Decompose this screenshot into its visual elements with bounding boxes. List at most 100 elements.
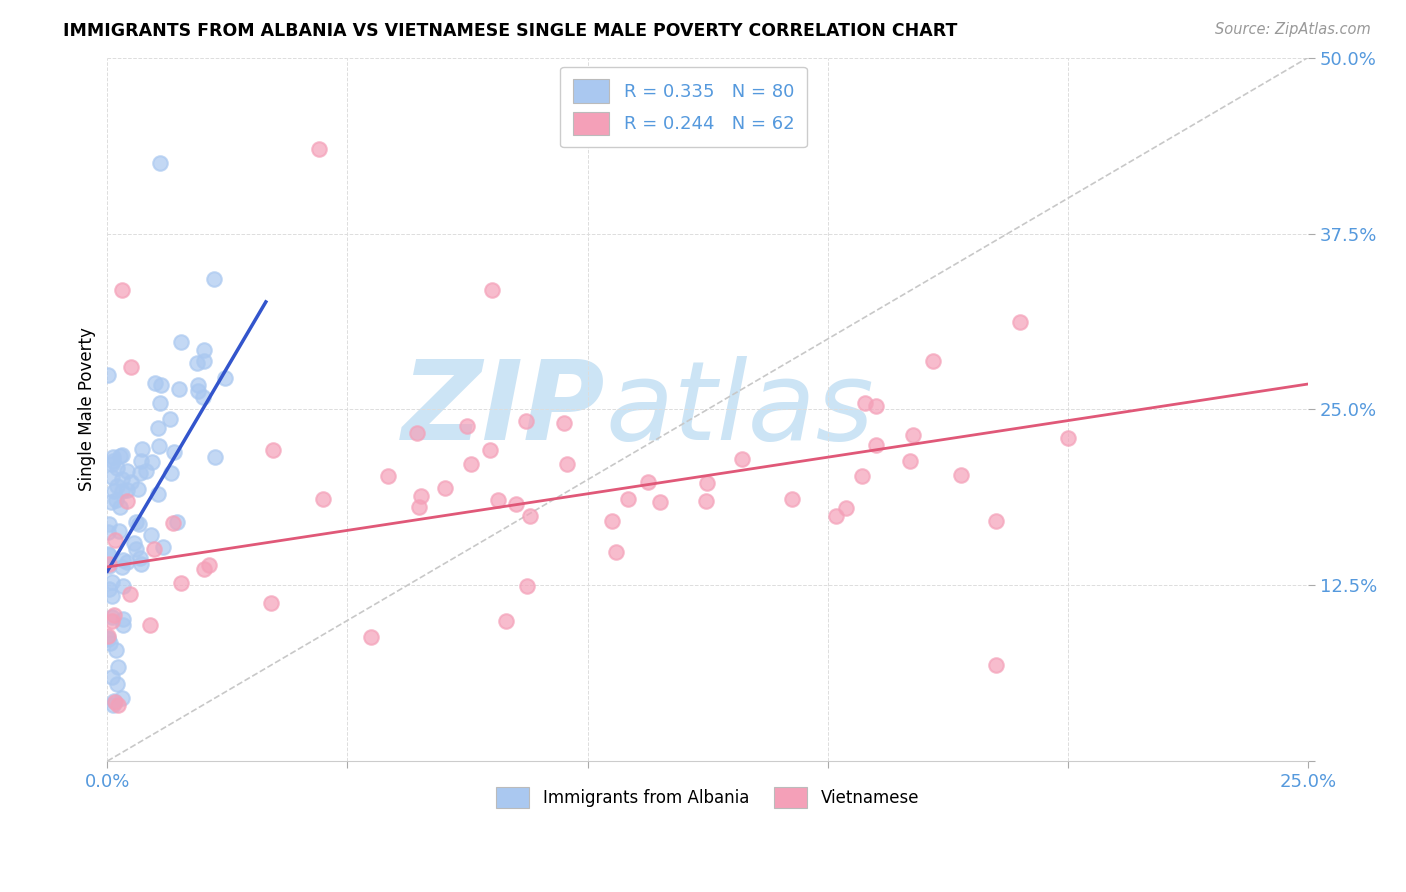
Point bbox=[101, 450, 124, 464]
Point bbox=[146, 421, 169, 435]
Point bbox=[163, 445, 186, 459]
Point bbox=[98, 635, 121, 649]
Point bbox=[150, 377, 173, 392]
Point bbox=[101, 457, 124, 471]
Text: Source: ZipAtlas.com: Source: ZipAtlas.com bbox=[1215, 22, 1371, 37]
Point bbox=[128, 517, 150, 532]
Point bbox=[97, 525, 120, 540]
Legend: Immigrants from Albania, Vietnamese: Immigrants from Albania, Vietnamese bbox=[488, 779, 928, 816]
Point bbox=[105, 479, 128, 493]
Point bbox=[142, 542, 165, 557]
Point bbox=[409, 489, 432, 503]
Point bbox=[111, 611, 134, 625]
Point bbox=[901, 428, 924, 442]
Point bbox=[97, 629, 120, 643]
Point bbox=[115, 555, 138, 569]
Point bbox=[111, 579, 134, 593]
Point bbox=[408, 500, 430, 514]
Point bbox=[98, 549, 121, 563]
Point bbox=[111, 483, 134, 498]
Point bbox=[486, 493, 509, 508]
Point bbox=[112, 618, 135, 632]
Point bbox=[169, 575, 191, 590]
Point bbox=[600, 514, 623, 528]
Point bbox=[149, 396, 172, 410]
Point bbox=[97, 631, 120, 645]
Point bbox=[103, 694, 125, 708]
Point bbox=[108, 524, 131, 538]
Point bbox=[107, 698, 129, 712]
Point bbox=[146, 487, 169, 501]
Point bbox=[851, 469, 873, 483]
Point bbox=[103, 454, 125, 468]
Point bbox=[479, 443, 502, 458]
Point bbox=[115, 494, 138, 508]
Point bbox=[193, 354, 215, 368]
Point bbox=[460, 458, 482, 472]
Point bbox=[107, 660, 129, 674]
Point bbox=[648, 495, 671, 509]
Text: atlas: atlas bbox=[606, 356, 875, 463]
Point bbox=[135, 464, 157, 478]
Point bbox=[696, 476, 718, 491]
Point bbox=[97, 547, 120, 561]
Point bbox=[260, 596, 283, 610]
Point bbox=[193, 562, 215, 576]
Point bbox=[120, 360, 142, 375]
Point bbox=[128, 550, 150, 565]
Point bbox=[308, 142, 330, 156]
Point bbox=[202, 271, 225, 285]
Point bbox=[152, 540, 174, 554]
Point bbox=[117, 483, 139, 497]
Point bbox=[865, 437, 887, 451]
Point bbox=[1008, 315, 1031, 329]
Point bbox=[108, 449, 131, 463]
Point bbox=[170, 334, 193, 349]
Point bbox=[111, 472, 134, 486]
Point bbox=[186, 356, 208, 370]
Point bbox=[104, 533, 127, 547]
Point bbox=[125, 515, 148, 529]
Point bbox=[111, 690, 134, 705]
Point bbox=[101, 469, 124, 483]
Point bbox=[103, 484, 125, 499]
Point bbox=[405, 426, 427, 441]
Point bbox=[605, 544, 627, 558]
Point bbox=[101, 589, 124, 603]
Point bbox=[516, 579, 538, 593]
Point bbox=[129, 454, 152, 468]
Point bbox=[129, 557, 152, 571]
Point bbox=[456, 418, 478, 433]
Point bbox=[100, 495, 122, 509]
Point bbox=[120, 475, 142, 489]
Point bbox=[124, 541, 146, 556]
Point bbox=[731, 451, 754, 466]
Point bbox=[141, 528, 163, 542]
Point bbox=[159, 466, 181, 480]
Y-axis label: Single Male Poverty: Single Male Poverty bbox=[79, 327, 96, 491]
Point bbox=[104, 695, 127, 709]
Point bbox=[555, 457, 578, 471]
Point bbox=[637, 475, 659, 489]
Point bbox=[780, 492, 803, 507]
Point bbox=[110, 500, 132, 515]
Point bbox=[103, 608, 125, 623]
Point bbox=[97, 368, 120, 383]
Point bbox=[481, 283, 503, 297]
Point bbox=[105, 642, 128, 657]
Point bbox=[101, 670, 124, 684]
Point bbox=[865, 399, 887, 413]
Point bbox=[515, 414, 537, 428]
Point bbox=[122, 536, 145, 550]
Point bbox=[98, 582, 121, 596]
Point bbox=[898, 454, 921, 468]
Text: ZIP: ZIP bbox=[402, 356, 606, 463]
Point bbox=[553, 417, 575, 431]
Point bbox=[434, 481, 457, 495]
Point bbox=[495, 614, 517, 628]
Point bbox=[115, 464, 138, 478]
Point bbox=[262, 443, 284, 458]
Point bbox=[1056, 431, 1078, 445]
Point bbox=[193, 391, 215, 405]
Point bbox=[193, 343, 215, 357]
